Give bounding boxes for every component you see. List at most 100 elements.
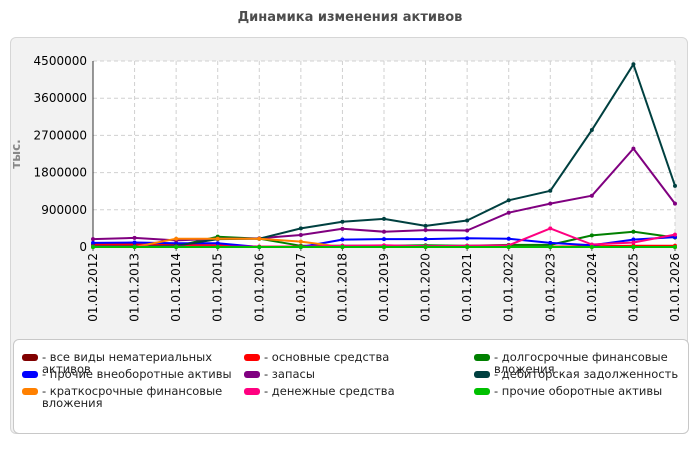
data-point <box>91 240 95 245</box>
data-point <box>91 237 95 242</box>
x-tick-label: 01.01.2013 <box>128 253 142 322</box>
data-point <box>423 245 428 249</box>
legend-swatch <box>474 388 490 395</box>
y-axis-label: тыс. <box>9 139 23 168</box>
legend-label: - все виды нематериальных активов <box>42 350 213 376</box>
data-point <box>298 233 303 238</box>
data-point <box>215 236 220 241</box>
data-point <box>91 245 95 249</box>
legend-swatch <box>22 371 38 378</box>
data-point <box>174 245 179 249</box>
y-tick-label: 4500000 <box>34 54 87 68</box>
legend-item: - долгосрочные финансовые вложения <box>474 351 668 375</box>
x-tick-label: 01.01.2016 <box>252 253 266 322</box>
data-point <box>465 218 470 223</box>
data-point <box>340 237 345 242</box>
legend-swatch <box>474 354 490 361</box>
data-point <box>423 228 428 233</box>
data-point <box>215 245 220 249</box>
data-point <box>506 210 511 215</box>
data-point <box>589 245 594 249</box>
y-tick-label: 1800000 <box>34 166 87 180</box>
data-point <box>506 236 511 241</box>
legend-item: - запасы <box>244 368 315 380</box>
legend-label: - прочие внеоборотные активы <box>42 367 232 381</box>
x-tick-label: 01.01.2014 <box>169 253 183 322</box>
legend-item: - все виды нематериальных активов <box>22 351 212 375</box>
data-point <box>631 146 636 151</box>
x-tick-label: 01.01.2023 <box>543 253 557 322</box>
legend-label: - запасы <box>264 367 315 381</box>
data-point <box>548 245 553 249</box>
data-point <box>631 229 636 234</box>
data-point <box>465 245 470 249</box>
legend-swatch <box>22 354 38 361</box>
legend-item: - денежные средства <box>244 385 395 397</box>
data-point <box>132 245 137 249</box>
legend-label: - денежные средства <box>264 384 395 398</box>
x-tick-label: 01.01.2012 <box>86 253 100 322</box>
legend-item: - прочие оборотные активы <box>474 385 662 397</box>
legend-item: - дебиторская задолженность <box>474 368 678 380</box>
x-tick-label: 01.01.2022 <box>502 253 516 322</box>
x-tick-label: 01.01.2021 <box>460 253 474 322</box>
data-point <box>631 240 636 245</box>
data-point <box>382 245 386 249</box>
x-tick-label: 01.01.2024 <box>585 253 599 322</box>
legend-item: - прочие внеоборотные активы <box>22 368 232 380</box>
legend-swatch <box>244 388 260 395</box>
data-point <box>257 236 262 241</box>
x-tick-label: 01.01.2020 <box>419 253 433 322</box>
data-point <box>673 245 677 249</box>
legend-swatch <box>22 388 38 395</box>
data-point <box>215 241 220 246</box>
data-point <box>589 233 594 238</box>
legend-label: - дебиторская задолженность <box>494 367 679 381</box>
data-point <box>673 183 677 188</box>
data-point <box>631 245 636 249</box>
data-point <box>423 237 428 242</box>
legend-label: - основные средства <box>264 350 390 364</box>
legend-item: - основные средства <box>244 351 389 363</box>
chart-legend: - все виды нематериальных активов - прочи… <box>13 339 689 434</box>
data-point <box>340 226 345 231</box>
x-tick-label: 01.01.2018 <box>335 253 349 322</box>
data-point <box>631 237 636 242</box>
data-point <box>174 236 179 241</box>
data-point <box>589 193 594 198</box>
data-point <box>506 198 511 203</box>
data-point <box>631 62 636 67</box>
y-tick-label: 900000 <box>41 203 87 217</box>
data-point <box>465 228 470 233</box>
data-point <box>423 223 428 228</box>
data-point <box>589 128 594 133</box>
data-point <box>548 226 553 231</box>
legend-swatch <box>244 371 260 378</box>
data-point <box>506 245 511 249</box>
data-point <box>548 201 553 206</box>
x-tick-label: 01.01.2026 <box>668 253 682 322</box>
x-tick-label: 01.01.2015 <box>211 253 225 322</box>
data-point <box>673 232 677 237</box>
data-point <box>382 229 386 234</box>
data-point <box>298 239 303 244</box>
y-tick-label: 0 <box>79 240 87 254</box>
data-point <box>673 201 677 206</box>
data-point <box>548 240 553 245</box>
data-point <box>298 245 303 249</box>
data-point <box>298 226 303 231</box>
legend-label: - краткосрочные финансовые вложения <box>42 384 223 410</box>
x-tick-label: 01.01.2019 <box>377 253 391 322</box>
legend-label: - долгосрочные финансовые вложения <box>494 350 668 376</box>
x-tick-label: 01.01.2017 <box>294 253 308 322</box>
line-chart: 4500000360000027000001800000900000001.01… <box>9 54 682 322</box>
legend-item: - краткосрочные финансовые вложения <box>22 385 222 409</box>
data-point <box>465 236 470 241</box>
data-point <box>257 245 262 249</box>
data-point <box>548 188 553 193</box>
data-point <box>132 240 137 245</box>
chart-title: Динамика изменения активов <box>237 10 463 25</box>
y-tick-label: 2700000 <box>34 128 87 142</box>
data-point <box>132 235 137 240</box>
legend-swatch <box>244 354 260 361</box>
